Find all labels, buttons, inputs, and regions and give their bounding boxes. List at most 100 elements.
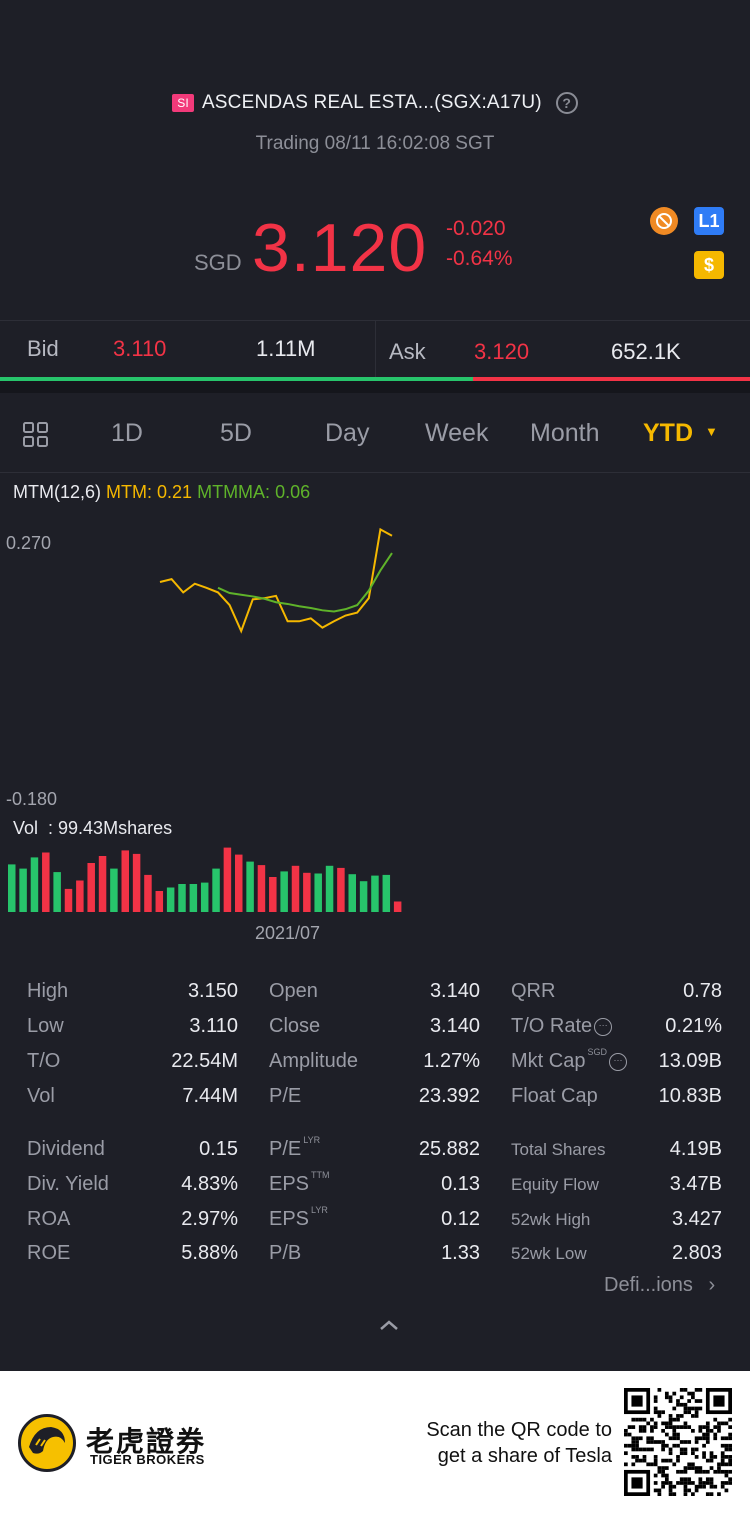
- bid-size: 1.11M: [256, 336, 316, 361]
- indicator-legend: MTM(12,6) MTM: 0.21 MTMMA: 0.06: [13, 482, 310, 503]
- volume-bar: [178, 884, 186, 912]
- no-shorting-icon[interactable]: [650, 207, 678, 235]
- volume-bar: [393, 901, 402, 912]
- volume-bar: [382, 874, 391, 912]
- volume-bar: [325, 865, 334, 912]
- brand-name-cn: 老虎證券: [86, 1426, 207, 1457]
- volume-bar: [166, 887, 175, 912]
- stat-label: Mkt Cap SGD···: [511, 1047, 627, 1073]
- stat-value: 3.140: [429, 1015, 480, 1037]
- stat-label: High: [27, 980, 69, 1002]
- volume-bar: [280, 871, 288, 912]
- stat-label: ROA: [27, 1208, 71, 1230]
- definitions-link-label: Defi...ions: [604, 1274, 693, 1296]
- volume-bar: [64, 888, 73, 912]
- tab-ytd[interactable]: YTD: [643, 419, 693, 447]
- volume-bar: [189, 884, 198, 912]
- stat-label: Dividend: [27, 1138, 105, 1160]
- stat-value: 0.21%: [665, 1015, 722, 1037]
- stat-label: P/E: [269, 1085, 302, 1107]
- stat-value: 3.427: [671, 1208, 722, 1230]
- tiger-logo-icon: [18, 1414, 76, 1472]
- volume-bar: [76, 880, 84, 912]
- volume-bar: [246, 861, 254, 912]
- stat-value: 3.140: [429, 980, 480, 1002]
- last-price: 3.120: [252, 210, 428, 286]
- volume-bar: [371, 875, 379, 912]
- stat-value: 1.33: [441, 1242, 480, 1264]
- chevron-down-icon[interactable]: ▼: [705, 424, 718, 439]
- volume-bar: [19, 868, 27, 912]
- indicator-name: MTM(12,6): [13, 482, 102, 502]
- dollar-icon[interactable]: $: [694, 251, 724, 279]
- volume-bar: [121, 850, 129, 912]
- section-separator: [0, 381, 750, 393]
- volume-chart[interactable]: [0, 840, 750, 915]
- tab-1d[interactable]: 1D: [111, 419, 143, 447]
- stock-title: ASCENDAS REAL ESTA...(SGX:A17U): [201, 92, 542, 113]
- trading-status: Trading 08/11 16:02:08 SGT: [255, 133, 495, 154]
- mtm-value: MTM: 0.21: [106, 482, 193, 502]
- volume-bar: [87, 863, 95, 912]
- volume-bar: [257, 865, 266, 912]
- stat-label: Low: [27, 1015, 64, 1037]
- promo-text-line1: Scan the QR code to: [426, 1419, 612, 1441]
- stat-value: 3.47B: [669, 1173, 722, 1195]
- tab-5d[interactable]: 5D: [220, 419, 252, 447]
- ask-label: Ask: [389, 339, 426, 364]
- stat-label: QRR: [511, 980, 556, 1002]
- volume-bar: [314, 873, 322, 912]
- volume-bar: [144, 874, 152, 912]
- help-icon[interactable]: ?: [555, 92, 578, 114]
- volume-bar: [53, 872, 61, 912]
- info-icon[interactable]: ···: [608, 1052, 627, 1071]
- volume-bar: [200, 882, 209, 912]
- volume-bar: [42, 852, 50, 912]
- stat-value: 3.150: [187, 980, 238, 1002]
- stat-value: 22.54M: [171, 1050, 238, 1072]
- stat-label: Close: [269, 1015, 321, 1037]
- brand-name-en: TIGER BROKERS: [90, 1452, 205, 1467]
- price-change-percent: -0.64%: [446, 247, 513, 270]
- chart-period-tabs: [0, 393, 750, 473]
- volume-bar: [212, 868, 220, 912]
- stat-label: Div. Yield: [27, 1173, 109, 1195]
- tab-month[interactable]: Month: [530, 419, 600, 447]
- volume-label: Vol : 99.43Mshares: [13, 818, 173, 838]
- stat-value: 23.392: [418, 1085, 480, 1107]
- stat-label: EPS LYR: [269, 1205, 328, 1230]
- volume-bar: [110, 868, 118, 912]
- stat-value: 10.83B: [658, 1085, 722, 1107]
- definitions-link[interactable]: Defi...ions ›: [604, 1274, 715, 1297]
- stat-value: 5.88%: [181, 1242, 238, 1264]
- currency-label: SGD: [194, 250, 242, 275]
- mtmma-value: MTMMA: 0.06: [197, 482, 311, 502]
- mtm-chart[interactable]: [0, 510, 750, 810]
- tab-day[interactable]: Day: [325, 419, 370, 447]
- grid-layout-icon[interactable]: [22, 421, 50, 454]
- volume-bar: [98, 856, 107, 912]
- y-axis-max: 0.270: [6, 533, 52, 553]
- stat-label: 52wk High: [511, 1210, 591, 1229]
- exchange-badge: SI: [172, 94, 194, 112]
- stat-value: 0.15: [199, 1138, 238, 1160]
- stat-label: Open: [269, 980, 318, 1002]
- level1-icon[interactable]: L1: [694, 207, 724, 235]
- stat-label: EPS TTM: [269, 1170, 330, 1195]
- tab-week[interactable]: Week: [425, 419, 489, 447]
- stat-label: 52wk Low: [511, 1244, 587, 1263]
- stat-label: Equity Flow: [511, 1175, 599, 1194]
- info-icon[interactable]: ···: [594, 1017, 613, 1036]
- stat-label: ROE: [27, 1242, 71, 1264]
- stat-label: P/E LYR: [269, 1135, 321, 1160]
- bid-ask-divider: [375, 320, 376, 378]
- collapse-chevron-up-icon[interactable]: [378, 1318, 400, 1337]
- stat-label: Amplitude: [269, 1050, 358, 1072]
- volume-bar: [269, 877, 277, 912]
- volume-bar: [8, 864, 16, 912]
- volume-bar: [235, 854, 243, 912]
- stat-value: 0.12: [441, 1208, 480, 1230]
- ask-size: 652.1K: [611, 339, 681, 364]
- stat-value: 0.13: [441, 1173, 480, 1195]
- volume-bar: [303, 872, 311, 912]
